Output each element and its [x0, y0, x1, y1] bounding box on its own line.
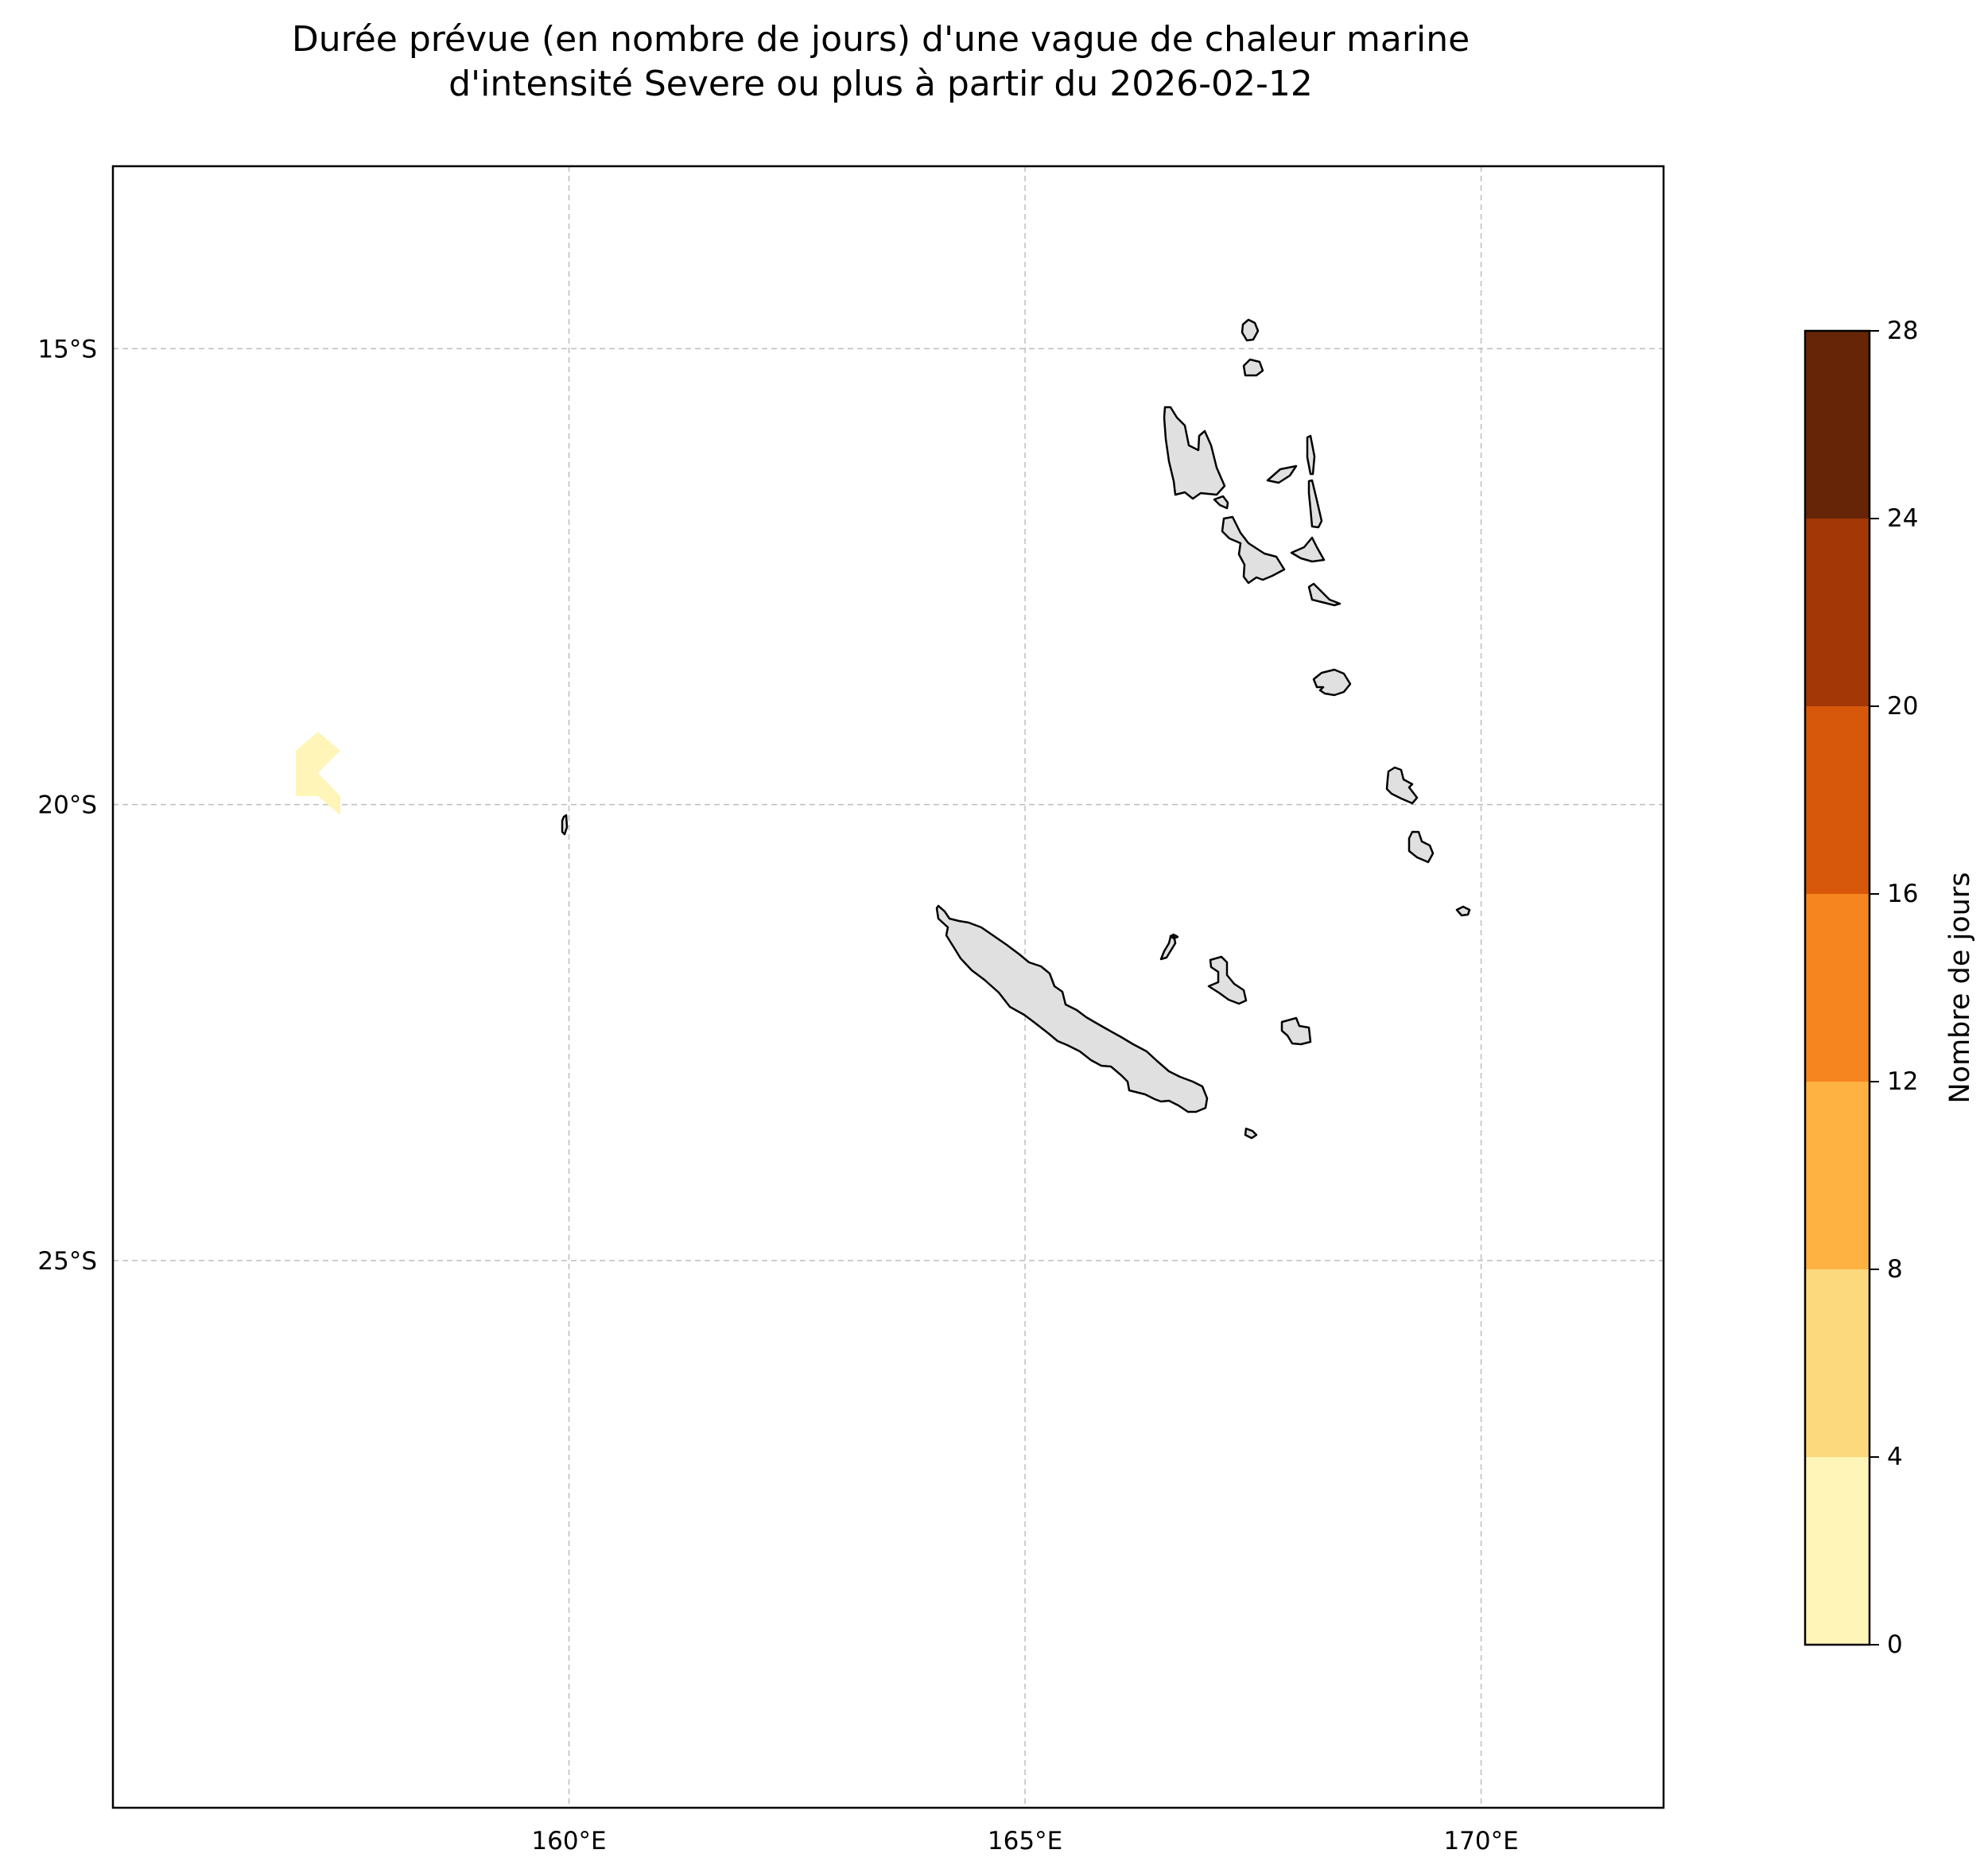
colorbar-tick-label: 12 — [1887, 1067, 1918, 1096]
map-panel — [111, 165, 1665, 1809]
colorbar: 0 4 8 12 16 20 24 28 Nombre de jours — [1804, 317, 1976, 1659]
island-ouvea — [1159, 933, 1179, 961]
land-masses — [561, 318, 1471, 1140]
colorbar-tick-label: 24 — [1887, 504, 1918, 533]
lon-tick-label: 160°E — [531, 1827, 606, 1855]
lon-tick-label: 170°E — [1443, 1827, 1518, 1855]
island-ambrym — [1290, 536, 1326, 563]
longitude-axis: 160°E 165°E 170°E — [531, 1827, 1518, 1855]
title-line-2: d'intensité Severe ou plus à partir du 2… — [448, 64, 1313, 104]
lat-tick-label: 25°S — [37, 1247, 97, 1276]
island-epi — [1307, 582, 1342, 607]
map-frame — [111, 165, 1665, 1809]
island-torres — [1241, 318, 1260, 342]
island-malekula — [1221, 515, 1286, 585]
island-ambae — [1266, 464, 1298, 484]
island-pentecost — [1307, 479, 1323, 529]
colorbar-tick-label: 28 — [1887, 317, 1918, 345]
colorbar-tick-label: 20 — [1887, 692, 1918, 721]
island-efate — [1312, 668, 1352, 697]
colorbar-segment — [1805, 331, 1870, 519]
title-line-1: Durée prévue (en nombre de jours) d'une … — [291, 19, 1470, 60]
colorbar-segments — [1805, 331, 1870, 1645]
island-lifou — [1207, 955, 1248, 1005]
latitude-axis: 15°S 20°S 25°S — [37, 335, 97, 1276]
colorbar-segment — [1805, 1457, 1870, 1645]
island-banks — [1242, 358, 1264, 377]
chart-title: Durée prévue (en nombre de jours) d'une … — [0, 17, 1761, 107]
colorbar-ticks: 0 4 8 12 16 20 24 28 — [1870, 317, 1918, 1659]
island-maewo — [1306, 434, 1316, 476]
lat-tick-label: 20°S — [37, 791, 97, 820]
colorbar-segment — [1805, 894, 1870, 1082]
lat-tick-label: 15°S — [37, 335, 97, 363]
island-chesterfield — [561, 814, 569, 836]
island-espiritu-santo — [1163, 406, 1226, 500]
colorbar-tick-label: 0 — [1887, 1630, 1903, 1659]
island-tanna — [1408, 830, 1435, 864]
colorbar-tick-label: 16 — [1887, 880, 1918, 908]
island-aneityum — [1455, 905, 1471, 917]
island-erromango — [1385, 766, 1419, 805]
colorbar-tick-label: 8 — [1887, 1255, 1903, 1284]
ocean-background — [113, 166, 1664, 1808]
island-mare — [1280, 1016, 1312, 1046]
heatwave-duration-patch — [272, 732, 340, 815]
colorbar-segment — [1805, 1082, 1870, 1269]
island-malo — [1213, 495, 1229, 510]
island-new-caledonia — [935, 904, 1209, 1113]
island-isle-of-pines — [1244, 1127, 1258, 1140]
colorbar-frame — [1804, 329, 1871, 1646]
colorbar-segment — [1805, 1269, 1870, 1457]
lon-tick-label: 165°E — [988, 1827, 1062, 1855]
colorbar-tick-label: 4 — [1887, 1443, 1903, 1471]
colorbar-segment — [1805, 519, 1870, 706]
colorbar-label: Nombre de jours — [1944, 872, 1976, 1103]
colorbar-segment — [1805, 706, 1870, 894]
